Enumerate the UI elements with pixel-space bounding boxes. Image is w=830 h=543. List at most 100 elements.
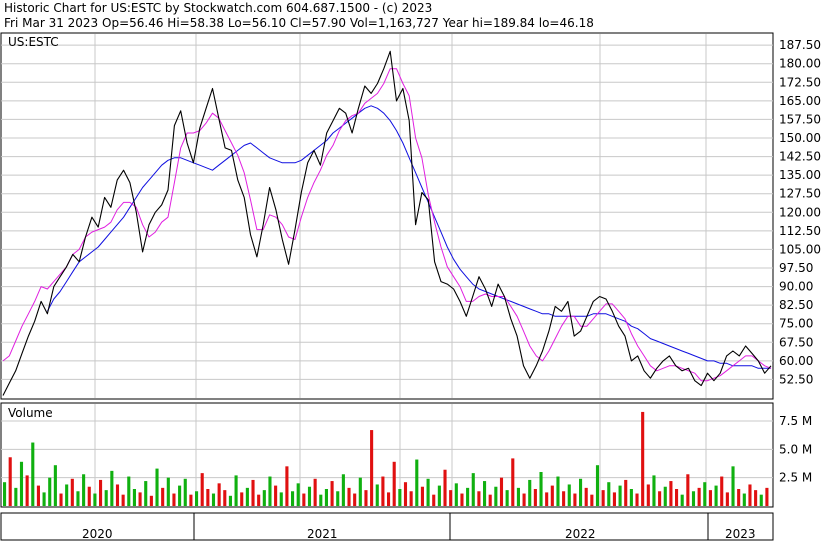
volume-bar [607,482,611,506]
volume-bar [488,494,492,506]
volume-bar [443,469,447,506]
volume-bar [3,482,7,506]
volume-bar [511,458,515,506]
volume-bar [166,477,170,506]
volume-bar [200,473,204,506]
price-tick-label: 90.00 [779,280,813,294]
price-tick-label: 112.50 [779,224,821,238]
volume-bar [14,487,18,506]
volume-bar [612,492,616,506]
volume-bar [245,487,249,506]
volume-bar [392,461,396,506]
price-line [2,50,772,396]
volume-bar [720,476,724,506]
volume-bar [539,472,543,506]
volume-bar [680,494,684,506]
volume-bar [59,493,63,506]
volume-bar [234,475,238,506]
volume-bar [590,494,594,506]
volume-bar [353,493,357,506]
volume-bar [211,493,216,506]
volume-bar [251,479,255,506]
volume-bar [25,475,29,506]
volume-bar [121,494,125,506]
volume-tick-label: 2.5 M [779,471,812,485]
volume-bar [217,483,221,506]
header-title: Historic Chart for US:ESTC by Stockwatch… [4,1,433,15]
volume-bar [8,457,12,506]
header-quote: Fri Mar 31 2023 Op=56.46 Hi=58.38 Lo=56.… [4,16,594,30]
volume-bar [437,485,441,506]
price-panel [0,32,774,400]
volume-bar [70,478,74,506]
volume-bar [172,493,176,506]
volume-bar [341,474,345,506]
volume-bar [415,459,419,506]
volume-bar [319,494,323,506]
volume-tick-label: 7.5 M [779,414,812,428]
volume-bar [178,485,182,506]
price-tick-label: 75.00 [779,317,813,331]
volume-bar [189,494,193,506]
volume-bar [629,489,633,506]
volume-bar [291,491,295,506]
volume-bar [765,487,769,506]
price-lines [2,50,772,396]
volume-bar [296,483,300,506]
price-tick-label: 142.50 [779,150,821,164]
volume-bar [663,486,667,506]
volume-bar [398,489,402,506]
volume-bar [528,479,532,506]
volume-bar [567,484,571,506]
volume-bar [550,485,554,506]
volume-bar [206,489,210,506]
volume-bar [330,481,334,506]
price-tick-label: 165.00 [779,94,821,108]
price-tick-label: 150.00 [779,131,821,145]
volume-bar [99,479,103,506]
volume-bar [483,481,487,506]
price-tick-label: 67.50 [779,335,813,349]
volume-bar [324,489,328,506]
volume-bar [494,486,498,506]
volume-tick-label: 5.0 M [779,442,812,456]
volume-bar [624,479,628,506]
volume-bar [641,411,645,506]
volume-bar [556,476,560,506]
volume-bar [545,492,549,506]
volume-bar [708,490,712,506]
volume-bar [691,491,696,506]
volume-bar [646,484,650,506]
volume-bar [725,492,729,506]
symbol-label: US:ESTC [8,35,59,49]
price-tick-label: 52.50 [779,372,813,386]
volume-bar [313,478,317,506]
volume-bar [466,487,470,506]
volume-bar [658,491,662,506]
volume-bar [754,490,758,506]
volume-bar [149,495,153,506]
volume-bar [669,481,673,506]
volume-bar [302,493,306,506]
moving-average-long [46,105,771,369]
volume-bar [454,483,458,506]
volume-bar [42,492,46,506]
volume-bar [19,461,24,506]
volume-bar [268,476,272,506]
volume-bar [742,493,746,506]
volume-bar [110,470,114,506]
volume-bar [375,484,379,506]
price-tick-label: 60.00 [779,354,813,368]
volume-bar [522,493,526,506]
price-tick-label: 180.00 [779,57,821,71]
moving-average-short [2,68,772,382]
volume-bar [347,487,351,506]
volume-bar [336,491,340,506]
volume-bar [257,494,261,506]
volume-bar [714,485,718,506]
volume-bar [731,466,735,506]
volume-bar [426,478,430,506]
volume-bar [516,487,520,506]
year-label: 2022 [565,527,596,541]
